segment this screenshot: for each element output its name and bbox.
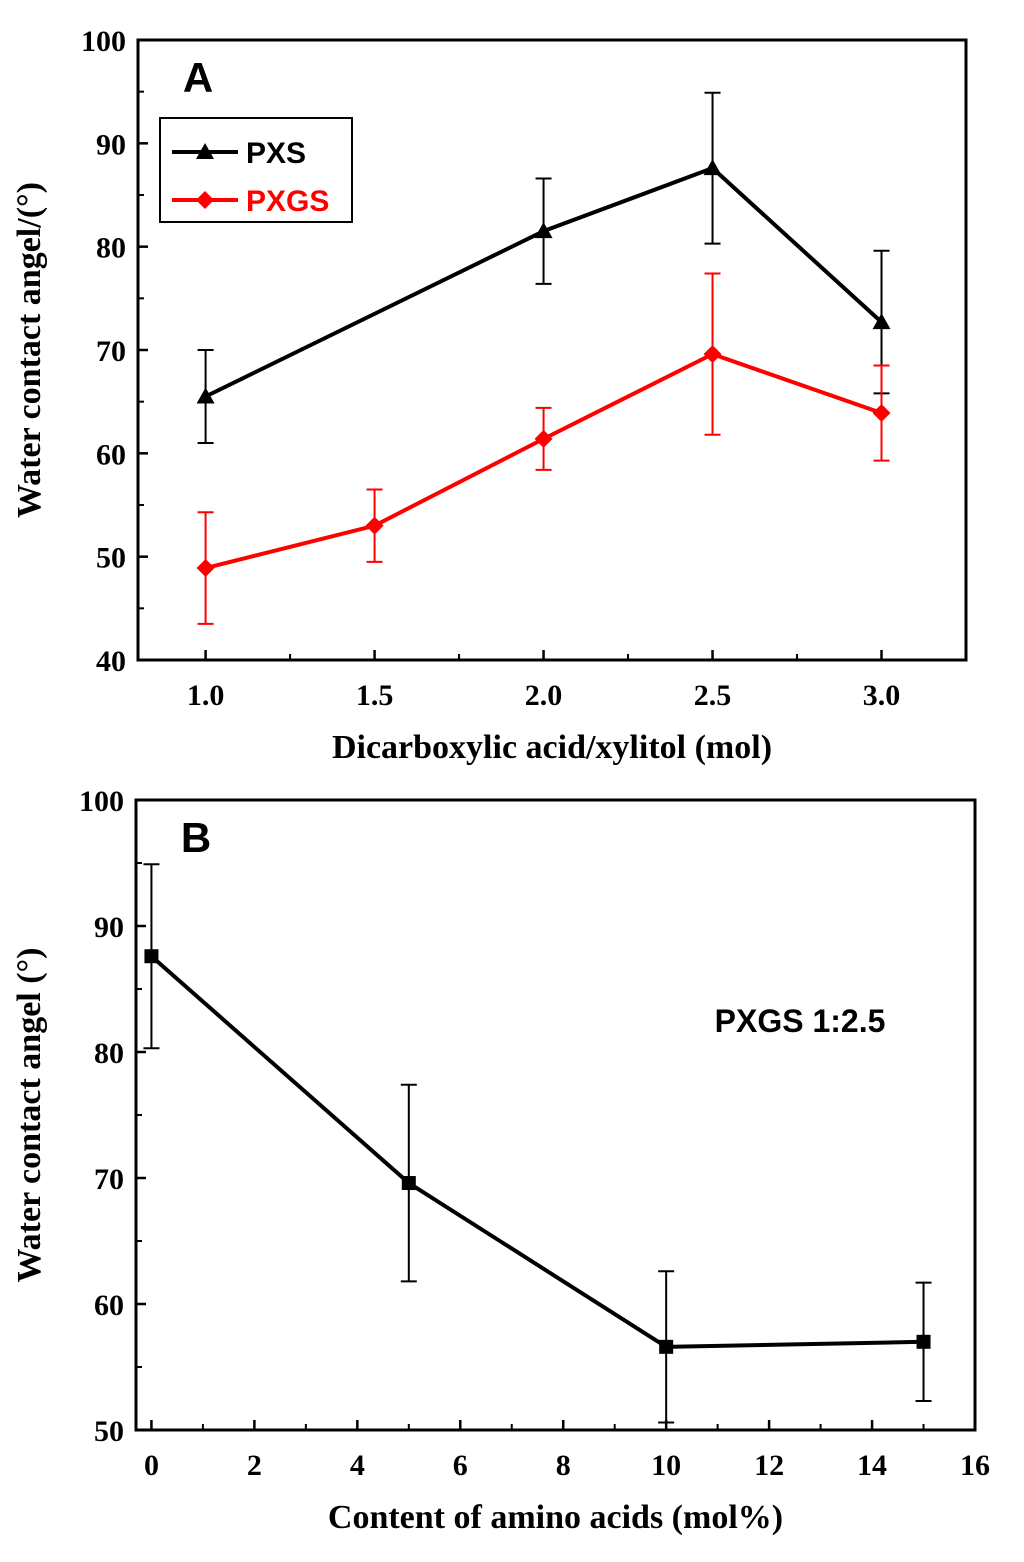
y-tick-label: 90 <box>96 128 126 161</box>
legend-marker <box>196 191 214 209</box>
series-pxgs-1-2-5 <box>143 863 932 1424</box>
x-tick-label: 2 <box>247 1449 262 1482</box>
y-axis-label: Water contact angel (°) <box>11 948 48 1283</box>
x-tick-label: 8 <box>556 1449 571 1482</box>
legend-label: PXGS <box>246 185 329 218</box>
x-axis-label: Dicarboxylic acid/xylitol (mol) <box>332 729 772 766</box>
x-axis-label: Content of amino acids (mol%) <box>328 1499 783 1536</box>
x-tick-label: 3.0 <box>863 679 901 712</box>
x-tick-label: 10 <box>651 1449 681 1482</box>
x-tick-label: 1.0 <box>187 679 225 712</box>
series-pxs <box>196 91 891 444</box>
y-tick-label: 80 <box>96 232 126 265</box>
data-point <box>401 1176 416 1191</box>
y-tick-label: 60 <box>96 438 126 471</box>
series-pxgs <box>196 272 891 625</box>
data-point <box>534 429 553 448</box>
data-point <box>703 345 722 364</box>
y-tick-label: 50 <box>94 1415 124 1448</box>
x-tick-label: 4 <box>350 1449 365 1482</box>
data-point <box>196 387 215 404</box>
series-line <box>204 166 883 399</box>
x-tick-label: 2.0 <box>525 679 563 712</box>
panel-label: B <box>181 814 211 861</box>
x-tick-label: 12 <box>754 1449 784 1482</box>
data-point <box>872 404 891 423</box>
panel-label: A <box>183 54 213 101</box>
y-tick-label: 80 <box>94 1037 124 1070</box>
y-tick-label: 100 <box>79 785 124 818</box>
data-point <box>196 559 215 578</box>
legend-label: PXS <box>246 137 306 170</box>
x-tick-label: 0 <box>144 1449 159 1482</box>
data-point <box>703 159 722 176</box>
data-point <box>916 1334 931 1349</box>
y-tick-label: 90 <box>94 911 124 944</box>
y-tick-label: 70 <box>96 335 126 368</box>
data-point <box>534 222 553 239</box>
y-tick-label: 70 <box>94 1163 124 1196</box>
x-tick-label: 2.5 <box>694 679 732 712</box>
x-tick-label: 1.5 <box>356 679 394 712</box>
y-axis-label: Water contact angel/(°) <box>11 182 48 518</box>
data-point <box>365 516 384 535</box>
legend-box <box>159 117 353 223</box>
x-tick-label: 6 <box>453 1449 468 1482</box>
y-tick-label: 40 <box>96 645 126 678</box>
data-point <box>872 313 891 330</box>
y-tick-label: 60 <box>94 1289 124 1322</box>
chart-panel-a: 40 50 60 70 80 90 100 1.0 1.5 2.0 2.5 3.0 Dicarboxyl… <box>11 25 968 766</box>
y-tick-label: 100 <box>81 25 126 58</box>
annotation: PXGS 1:2.5 <box>715 1003 886 1039</box>
data-point <box>144 949 159 964</box>
chart-panel-b: 50 60 70 80 90 100 0 2 4 6 8 10 12 14 16 Content of ami… <box>11 785 990 1536</box>
x-tick-label: 16 <box>960 1449 990 1482</box>
series-line <box>150 954 924 1349</box>
legend: PXS PXGS <box>159 117 353 223</box>
data-point <box>659 1339 674 1354</box>
x-tick-label: 14 <box>857 1449 887 1482</box>
plot-frame <box>134 798 977 1432</box>
legend-marker <box>196 143 214 159</box>
y-tick-label: 50 <box>96 542 126 575</box>
